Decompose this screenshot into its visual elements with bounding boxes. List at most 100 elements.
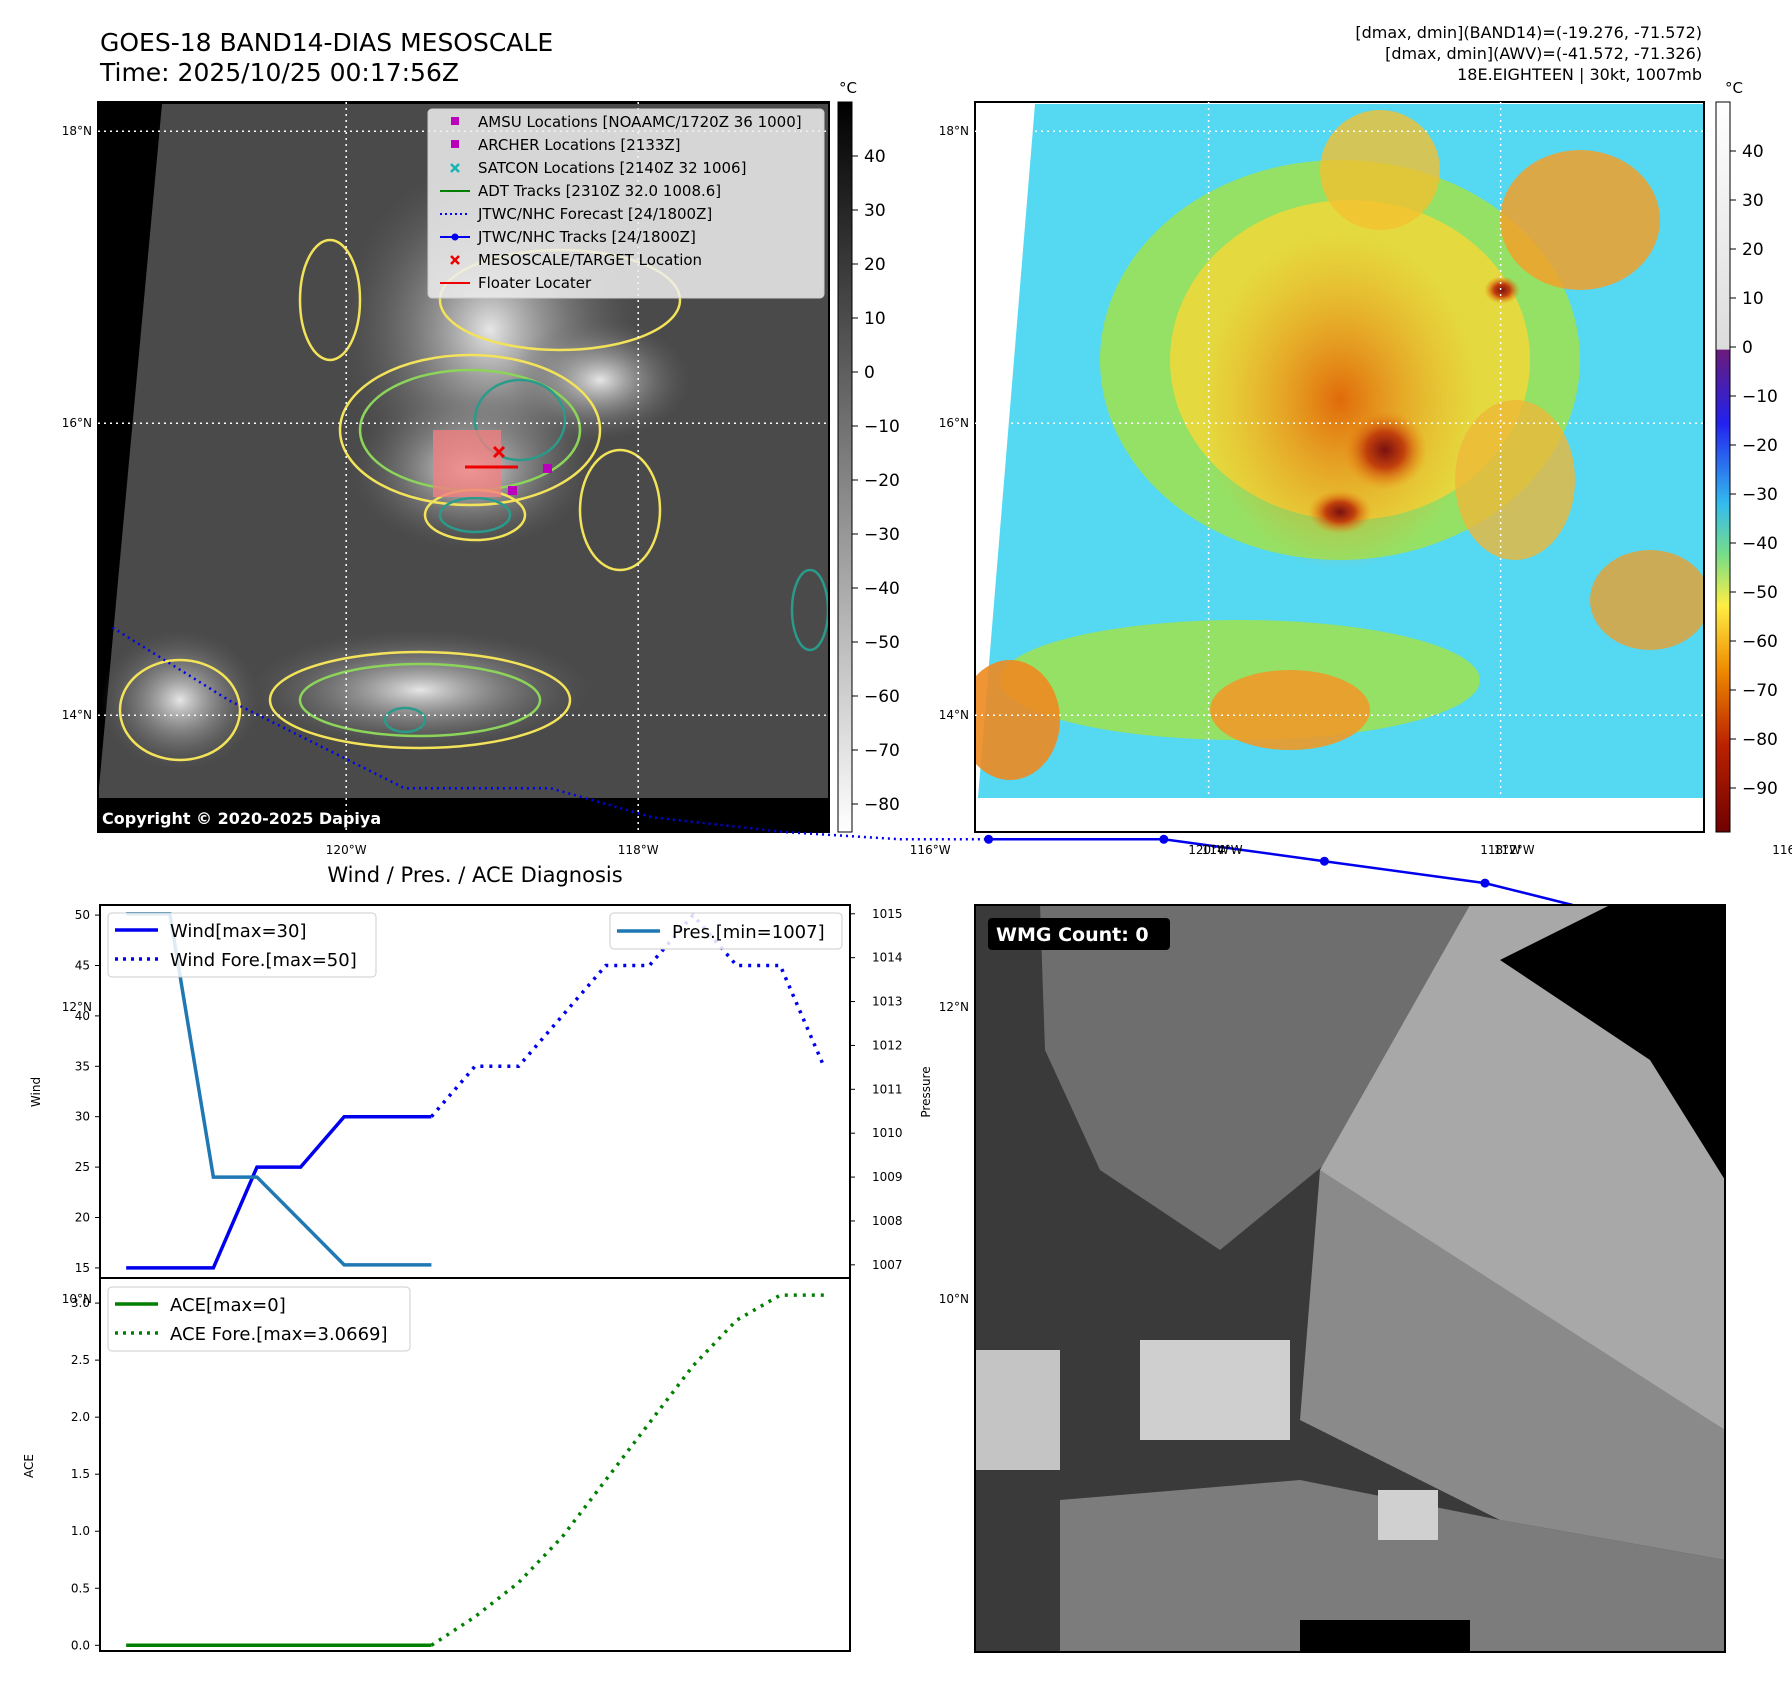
left-map-lon-label: 120°W <box>326 843 367 857</box>
legend-swatch <box>451 233 459 241</box>
map-frame <box>974 101 1705 833</box>
lat-labels: 18°N 16°N 14°N 12°N 10°N <box>62 124 92 1306</box>
cloud-region <box>1200 230 1480 570</box>
legend-swatch <box>450 163 460 173</box>
gray-colorbar-unit: °C <box>839 79 857 97</box>
left-map-lon-label: 118°W <box>618 843 659 857</box>
legend-label: MESOSCALE/TARGET Location <box>478 251 702 269</box>
legend-swatch <box>451 140 459 148</box>
colorbar-tick-label: −80 <box>1742 730 1778 750</box>
diagnosis-title: Wind / Pres. / ACE Diagnosis <box>327 863 622 887</box>
colorbar-tick-label: 10 <box>1742 289 1764 309</box>
track-point <box>1159 834 1169 844</box>
pressure-ytick-label: 1008 <box>872 1214 903 1228</box>
ace-chart: ACE 0.0 0.5 1.0 1.5 2.0 2.5 3.0 ACE[max=0] ACE… <box>22 1277 851 1652</box>
lon-labels: 120°W 118°W 116°W 114°W 112°W <box>1188 843 1792 857</box>
pressure-ytick-label: 1009 <box>872 1170 903 1184</box>
ace-axis-label: ACE <box>22 1454 36 1478</box>
cloud-region <box>1590 550 1704 650</box>
ace-ytick-label: 1.5 <box>71 1467 90 1481</box>
floater-box <box>433 430 501 497</box>
colorbar-tick-label: 40 <box>864 147 886 167</box>
contours <box>118 238 829 762</box>
wind-ytick-label: 50 <box>75 908 90 922</box>
wmg-panel: WMG Count: 0 <box>974 904 1726 1653</box>
pressure-ytick-label: 1007 <box>872 1258 903 1272</box>
target-marker <box>492 445 506 459</box>
colorbar-tick-label: 20 <box>1742 240 1764 260</box>
storm-core <box>1343 410 1427 490</box>
colorbar-tick-label: −20 <box>1742 436 1778 456</box>
track-point <box>1319 856 1329 866</box>
legend-swatch <box>450 255 460 265</box>
pressure-ytick-label: 1015 <box>872 907 903 921</box>
series-line-0 <box>126 1114 432 1270</box>
info-awv: [dmax, dmin](AWV)=(-41.572, -71.326) <box>1385 44 1702 63</box>
pressure-axis-label: Pressure <box>919 1066 933 1117</box>
colorbar-tick-label: −10 <box>1742 387 1778 407</box>
legend-swatch <box>451 117 459 125</box>
gray-colorbar: °C 40 30 20 10 0 −10 −20 −30 −40 −50 −60 −70 −80 <box>837 79 900 833</box>
wind-axis-label: Wind <box>29 1077 43 1107</box>
figure-title: GOES-18 BAND14-DIAS MESOSCALE <box>100 28 553 57</box>
colorbar-tick-label: −40 <box>864 579 900 599</box>
right-map-lon-label: 120°W <box>1188 843 1229 857</box>
left-map-lat-label: 14°N <box>62 708 92 722</box>
pressure-ytick-label: 1013 <box>872 995 903 1009</box>
lat-labels: 18°N 16°N 14°N 12°N 10°N <box>939 124 969 1306</box>
wind-ytick-label: 30 <box>75 1110 90 1124</box>
colorbar-tick-label: −80 <box>864 795 900 815</box>
ace-ytick-label: 0.5 <box>71 1581 90 1595</box>
wmg-region <box>1300 1620 1470 1652</box>
left-map-lat-label: 10°N <box>62 1292 92 1306</box>
color-colorbar: °C 40 30 20 10 0 −10 −20 −30 −40 −50 −60 −70 −80 −90 <box>1715 79 1778 833</box>
cloud-region <box>1500 150 1660 290</box>
wind-fore-legend-label: Wind Fore.[max=50] <box>170 950 357 971</box>
legend-label: SATCON Locations [2140Z 32 1006] <box>478 159 746 177</box>
wind-ytick-label: 45 <box>75 958 90 972</box>
wind-ytick-label: 35 <box>75 1059 90 1073</box>
storm-core <box>1308 490 1372 534</box>
wind-pres-chart: Wind Pressure 15 20 25 30 35 40 45 50 1007 1008 10… <box>29 904 933 1279</box>
info-band14: [dmax, dmin](BAND14)=(-19.276, -71.572) <box>1355 23 1702 42</box>
ace-legend-label: ACE[max=0] <box>170 1295 286 1316</box>
lon-labels: 120°W 118°W 116°W 114°W 112°W <box>326 843 1535 857</box>
pressure-ytick-label: 1014 <box>872 951 903 965</box>
left-map-lat-label: 16°N <box>62 416 92 430</box>
map-frame <box>97 101 830 833</box>
wind-legend-label: Wind[max=30] <box>170 921 307 942</box>
series-line-1 <box>430 912 826 1118</box>
storm-core <box>1484 276 1520 304</box>
cloud-region <box>1455 400 1575 560</box>
colorbar-tick-label: −20 <box>864 471 900 491</box>
wmg-region <box>1060 1480 1725 1652</box>
colorbar-tick-label: 10 <box>864 309 886 329</box>
left-map-lat-label: 12°N <box>62 1000 92 1014</box>
track-point <box>984 834 994 844</box>
ace-ytick-label: 1.0 <box>71 1524 90 1538</box>
legend-label: ARCHER Locations [2133Z] <box>478 136 681 154</box>
colorbar-tick-label: −10 <box>864 417 900 437</box>
archer-marker <box>508 486 517 495</box>
ace-legend-box <box>107 1286 411 1352</box>
map-legend: AMSU Locations [NOAAMC/1720Z 36 1000] ARC… <box>427 108 825 299</box>
wind-legend: Wind[max=30] Wind Fore.[max=50] <box>107 912 377 978</box>
left-map-lon-label: 116°W <box>910 843 951 857</box>
wmg-count-label: WMG Count: 0 <box>996 924 1149 946</box>
colorbar-tick-label: −90 <box>1742 779 1778 799</box>
wmg-region <box>1300 1170 1725 1560</box>
wmg-region <box>1378 1490 1438 1540</box>
ir-gray-map: AMSU Locations [NOAAMC/1720Z 36 1000] ARC… <box>62 101 1573 1306</box>
ace-fore-legend-label: ACE Fore.[max=3.0669] <box>170 1324 388 1345</box>
pressure-ytick-label: 1011 <box>872 1082 903 1096</box>
copyright: Copyright © 2020-2025 Dapiya <box>102 809 381 828</box>
cloud-region <box>100 630 260 770</box>
ace-ytick-label: 2.5 <box>71 1353 90 1367</box>
right-map-lat-label: 12°N <box>939 1000 969 1014</box>
wind-ytick-label: 20 <box>75 1211 90 1225</box>
wmg-region <box>1500 905 1725 1180</box>
right-map-lon-label: 116°W <box>1772 843 1792 857</box>
wind-ytick-label: 25 <box>75 1160 90 1174</box>
wmg-count-badge <box>988 918 1170 950</box>
colorbar-tick-label: −30 <box>1742 485 1778 505</box>
